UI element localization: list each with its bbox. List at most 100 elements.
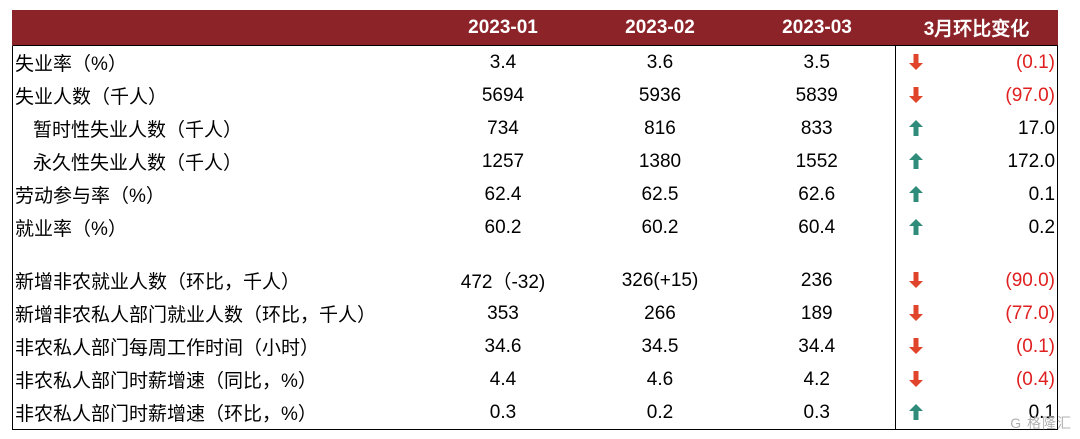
spacer-cell [739, 244, 896, 264]
spacer-cell [935, 244, 1059, 264]
value-cell-v3: 1552 [795, 150, 838, 172]
value-cell-v2: 266 [644, 302, 676, 324]
arrow-up-icon [908, 153, 923, 170]
row-label: 就业率（%） [12, 211, 425, 244]
arrow-up-icon [908, 219, 923, 236]
value-cell-v2: 326(+15) [621, 269, 699, 291]
value-cell-v3: 189 [800, 302, 833, 324]
trend-arrow-cell [895, 363, 936, 396]
change-cell: (90.0) [935, 264, 1059, 297]
change-cell: (0.1) [935, 330, 1059, 363]
value-cell-v2: 3.6 [581, 45, 739, 79]
arrow-up-icon [908, 186, 923, 203]
row-label: 新增非农私人部门就业人数（环比，千人） [12, 297, 425, 330]
trend-arrow-cell [895, 79, 936, 112]
header-2023-02: 2023-02 [581, 10, 739, 46]
spacer-cell [895, 244, 936, 264]
row-label: 劳动参与率（%） [12, 178, 425, 211]
value-cell-v2: 816 [644, 117, 676, 139]
value-cell-v1: 3.4 [424, 45, 582, 79]
trend-arrow-cell [895, 211, 936, 244]
value-cell-v1: 1257 [481, 150, 525, 172]
table-row: 非农私人部门时薪增速（同比，%） 4.4 4.6 4.2 (0.4) [12, 363, 1059, 396]
spacer-cell [582, 244, 739, 264]
trend-arrow-cell [895, 396, 936, 430]
row-label: 失业人数（千人） [12, 79, 425, 112]
arrow-down-icon [908, 305, 923, 322]
trend-arrow-cell [895, 297, 936, 330]
value-cell-v1: 5694 [481, 84, 525, 106]
arrow-down-icon [908, 371, 923, 388]
row-label: 失业率（%） [12, 45, 425, 79]
value-cell-v3: 60.4 [798, 216, 836, 238]
trend-arrow-cell [895, 264, 936, 297]
header-label-column [12, 10, 425, 46]
change-cell: 172.0 [935, 145, 1059, 178]
watermark-logo: G 格隆汇 [1010, 415, 1072, 431]
value-cell-v1: 734 [487, 117, 519, 139]
value-cell-v1: 0.3 [424, 396, 582, 430]
value-cell-v3: 4.2 [803, 368, 830, 390]
row-label: 非农私人部门每周工作时间（小时） [12, 330, 425, 363]
trend-arrow-cell [895, 178, 936, 211]
table-header-row: 2023-01 2023-02 2023-03 3月环比变化 [12, 10, 1058, 46]
header-2023-03: 2023-03 [738, 10, 896, 46]
table-row: 永久性失业人数（千人） 1257 1380 1552 172.0 [12, 145, 1059, 178]
value-cell-v1: 60.2 [484, 216, 522, 238]
table-row: 就业率（%） 60.2 60.2 60.4 0.2 [12, 211, 1059, 244]
value-cell-v3: 236 [800, 269, 833, 291]
table-row: 失业率（%） 3.4 3.6 3.5 (0.1) [12, 45, 1059, 79]
value-cell-v2: 60.2 [641, 216, 679, 238]
trend-arrow-cell [895, 330, 936, 363]
value-cell-v1: 34.6 [484, 335, 522, 357]
trend-arrow-cell [895, 45, 936, 79]
arrow-down-icon [908, 338, 923, 355]
table-row: 失业人数（千人） 5694 5936 5839 (97.0) [12, 79, 1059, 112]
row-label: 非农私人部门时薪增速（环比，%） [12, 396, 425, 430]
arrow-up-icon [908, 404, 923, 421]
value-cell-v3: 34.4 [798, 335, 836, 357]
value-cell-v3: 3.5 [738, 45, 896, 79]
change-cell: 0.1 [935, 396, 1059, 430]
value-cell-v3: 5839 [795, 84, 838, 106]
labor-data-table: 2023-01 2023-02 2023-03 3月环比变化 失业率（%） 3.4… [12, 10, 1059, 430]
table-row: 劳动参与率（%） 62.4 62.5 62.6 0.1 [12, 178, 1059, 211]
table-row: 暂时性失业人数（千人） 734 816 833 17.0 [12, 112, 1059, 145]
row-label: 永久性失业人数（千人） [12, 145, 425, 178]
value-cell-v1: 472（-32) [460, 272, 546, 293]
table-body: 失业率（%） 3.4 3.6 3.5 (0.1) 失业人数（千人） 5694 5936 5839… [12, 45, 1059, 430]
change-cell: 0.2 [935, 211, 1059, 244]
value-cell-v2: 1380 [638, 150, 682, 172]
value-cell-v2: 5936 [638, 84, 682, 106]
spacer-cell [425, 244, 582, 264]
table-row: 非农私人部门每周工作时间（小时） 34.6 34.5 34.4 (0.1) [12, 330, 1059, 363]
value-cell-v3: 62.6 [798, 183, 836, 205]
header-mom-change: 3月环比变化 [895, 10, 1058, 46]
spacer-row [12, 244, 1059, 264]
change-cell: 17.0 [935, 112, 1059, 145]
table-row: 非农私人部门时薪增速（环比，%） 0.3 0.2 0.3 0.1 [12, 396, 1059, 430]
value-cell-v1: 4.4 [489, 368, 517, 390]
arrow-up-icon [908, 120, 923, 137]
arrow-down-icon [908, 87, 923, 104]
row-label: 非农私人部门时薪增速（同比，%） [12, 363, 425, 396]
change-cell: (0.1) [935, 45, 1059, 79]
header-2023-01: 2023-01 [424, 10, 582, 46]
arrow-down-icon [908, 54, 923, 71]
value-cell-v3: 0.3 [738, 396, 896, 430]
value-cell-v2: 62.5 [641, 183, 679, 205]
change-cell: (0.4) [935, 363, 1059, 396]
change-cell: (77.0) [935, 297, 1059, 330]
spacer-cell [12, 244, 425, 264]
change-cell: (97.0) [935, 79, 1059, 112]
trend-arrow-cell [895, 145, 936, 178]
change-cell: 0.1 [935, 178, 1059, 211]
arrow-down-icon [908, 272, 923, 289]
trend-arrow-cell [895, 112, 936, 145]
table-row: 新增非农私人部门就业人数（环比，千人） 353 266 189 (77.0) [12, 297, 1059, 330]
table-row: 新增非农就业人数（环比，千人） 472（-32) 326(+15) 236 (90.0) [12, 264, 1059, 297]
value-cell-v2: 0.2 [581, 396, 739, 430]
value-cell-v3: 833 [800, 117, 833, 139]
row-label: 暂时性失业人数（千人） [12, 112, 425, 145]
row-label: 新增非农就业人数（环比，千人） [12, 264, 425, 297]
